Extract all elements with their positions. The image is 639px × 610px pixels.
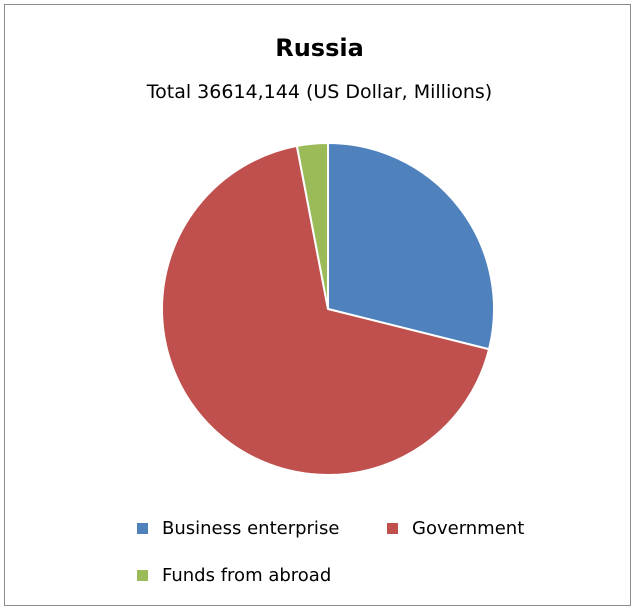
pie-slices [161,142,495,476]
chart-title: Russia [275,34,364,62]
pie-slice-business-enterprise [327,142,495,351]
pie-slice-government [161,144,491,476]
pie-slice-funds-from-abroad [295,142,329,310]
chart-subtitle: Total 36614,144 (US Dollar, Millions) [146,81,493,103]
